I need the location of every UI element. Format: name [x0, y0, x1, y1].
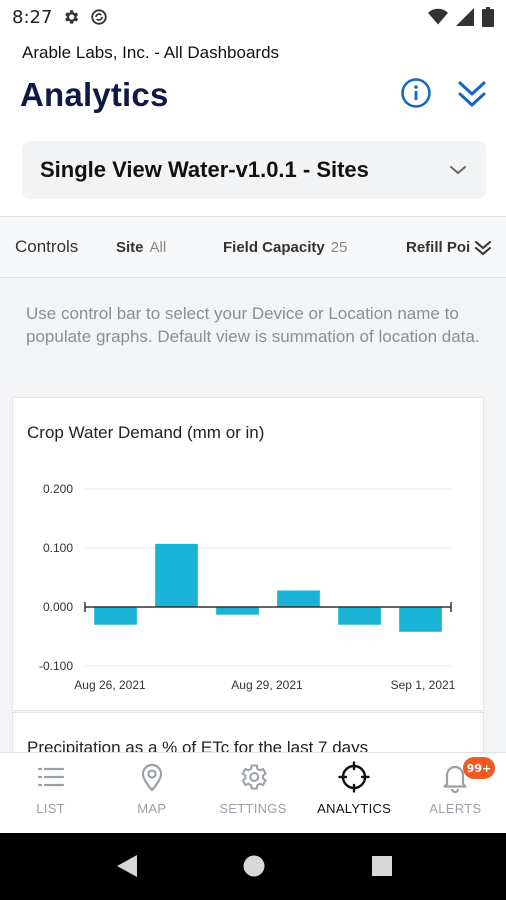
sync-icon: [91, 9, 108, 25]
y-tick-label: 0.100: [43, 541, 73, 555]
settings-gear-icon: [65, 10, 79, 24]
control-refill-point-key: Refill Poi: [406, 238, 471, 256]
nav-label-map: MAP: [137, 801, 167, 816]
status-bar: 8:27: [0, 0, 506, 34]
gear-icon: [241, 764, 267, 790]
x-tick-label: Sep 1, 2021: [391, 678, 456, 692]
nav-label-settings: SETTINGS: [219, 801, 287, 816]
battery-icon: [482, 7, 494, 27]
bell-icon: [443, 765, 467, 793]
back-icon[interactable]: [115, 853, 139, 879]
x-tick-label: Aug 29, 2021: [231, 678, 303, 692]
control-refill-point[interactable]: Refill Poi: [406, 239, 470, 256]
bottom-nav: LIST MAP SETTINGS ANALYTICS 99+ ALE: [0, 752, 506, 833]
org-title[interactable]: Arable Labs, Inc. - All Dashboards: [22, 43, 280, 62]
chart-title: Crop Water Demand (mm or in): [27, 423, 265, 442]
nav-label-alerts: ALERTS: [429, 801, 482, 816]
bar: [216, 607, 259, 615]
double-chevron-down-icon[interactable]: [472, 237, 494, 259]
dashboard-select-label: Single View Water-v1.0.1 - Sites: [40, 157, 369, 182]
help-text: Use control bar to select your Device or…: [26, 304, 480, 346]
status-right: [428, 7, 494, 27]
x-tick-label: Aug 26, 2021: [74, 678, 146, 692]
y-tick-label: -0.100: [39, 659, 73, 673]
bar: [155, 543, 198, 607]
nav-label-list: LIST: [36, 801, 65, 816]
control-field-capacity[interactable]: Field Capacity 25: [223, 239, 347, 256]
info-icon[interactable]: [400, 77, 432, 109]
map-pin-icon: [141, 763, 162, 792]
system-nav-bar: [0, 833, 506, 900]
nav-item-analytics[interactable]: ANALYTICS: [304, 753, 405, 833]
nav-item-list[interactable]: LIST: [0, 753, 101, 833]
nav-label-analytics: ANALYTICS: [317, 801, 392, 816]
nav-item-map[interactable]: MAP: [101, 753, 202, 833]
y-tick-label: 0.200: [43, 482, 73, 496]
control-field-capacity-value: 25: [330, 238, 348, 256]
header: Arable Labs, Inc. - All Dashboards Analy…: [0, 34, 506, 216]
content-area[interactable]: Use control bar to select your Device or…: [0, 278, 506, 752]
control-site-value: All: [149, 238, 167, 256]
alerts-badge: 99+: [462, 757, 496, 779]
list-icon: [37, 767, 64, 787]
bar: [399, 607, 442, 632]
nav-item-alerts[interactable]: 99+ ALERTS: [405, 753, 506, 833]
controls-bar[interactable]: Controls Site All Field Capacity 25 Refill…: [0, 216, 506, 278]
dashboard-select[interactable]: Single View Water-v1.0.1 - Sites: [22, 141, 486, 199]
control-field-capacity-key: Field Capacity: [223, 238, 325, 256]
recents-icon[interactable]: [370, 853, 394, 879]
bar: [277, 590, 320, 607]
nav-item-settings[interactable]: SETTINGS: [202, 753, 303, 833]
status-left: 8:27: [12, 7, 108, 28]
crosshair-icon: [338, 761, 370, 793]
page-title: Analytics: [20, 76, 169, 113]
chart-card-crop-water-demand: Crop Water Demand (mm or in) 0.200 0.100 0…: [12, 397, 484, 711]
chevron-down-icon: [450, 166, 466, 174]
bar: [94, 607, 137, 625]
wifi-icon: [428, 8, 448, 25]
control-site-key: Site: [116, 238, 144, 256]
chart-title-precipitation: Precipitation as a % of ETc for the last…: [27, 738, 369, 752]
chart-card-precipitation: Precipitation as a % of ETc for the last…: [12, 712, 484, 752]
status-time: 8:27: [12, 6, 53, 28]
home-icon[interactable]: [242, 853, 266, 879]
signal-icon: [456, 8, 474, 26]
bar: [338, 607, 381, 625]
y-tick-label: 0.000: [43, 600, 73, 614]
control-site[interactable]: Site All: [116, 239, 166, 256]
controls-title: Controls: [15, 237, 79, 256]
double-chevron-down-icon[interactable]: [455, 77, 489, 111]
